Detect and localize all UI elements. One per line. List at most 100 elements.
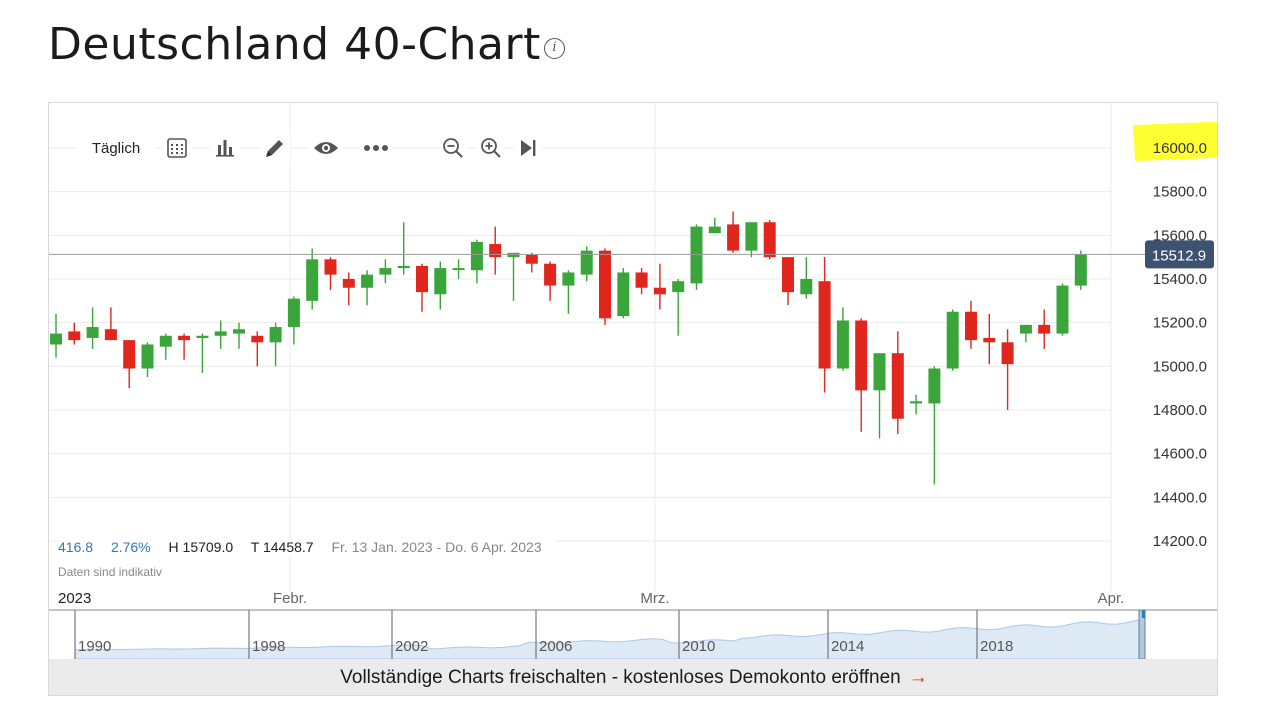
navigator-year-label: 2014: [831, 638, 864, 655]
more-icon[interactable]: [360, 131, 392, 165]
candle-body: [104, 329, 117, 341]
candle-body: [507, 252, 520, 258]
pencil-icon[interactable]: [260, 131, 290, 165]
y-tick-label: 15600.0: [1153, 227, 1207, 244]
candle-body: [233, 329, 245, 334]
candle-body: [599, 250, 611, 319]
candle-body: [617, 272, 630, 317]
candle-body: [818, 281, 831, 369]
candle-body: [324, 259, 337, 275]
candle-body: [855, 320, 868, 391]
period-label: Täglich: [91, 139, 141, 157]
candle-body: [452, 268, 465, 271]
navigator-year-label: 2010: [682, 638, 715, 655]
navigator-year-label: 1998: [252, 638, 285, 655]
info-icon[interactable]: i: [544, 38, 565, 59]
candle-body: [68, 331, 81, 341]
candle-body: [1019, 324, 1032, 334]
highlight-marker: [1133, 121, 1217, 161]
y-tick-label: 14800.0: [1153, 402, 1207, 419]
candle-body: [708, 226, 721, 234]
candle-body: [269, 327, 282, 343]
y-tick-label: 14200.0: [1153, 533, 1207, 550]
candle-body: [763, 222, 776, 258]
y-tick-label: 15200.0: [1153, 315, 1207, 332]
candle-body: [653, 287, 666, 295]
x-axis-label: Febr.: [273, 590, 307, 607]
candlestick-chart[interactable]: 16000.0 15800.0 15600.0 15400.0 15200.0 15000…: [49, 103, 1218, 659]
candle-body: [672, 281, 685, 293]
candle-body: [635, 272, 648, 288]
candle-body: [745, 222, 758, 251]
candle-body: [873, 353, 886, 391]
candle-body: [562, 272, 575, 286]
candle-body: [214, 331, 227, 336]
candle-body: [50, 333, 62, 345]
candle-body: [196, 335, 209, 338]
candle-body: [397, 265, 410, 269]
chart-container[interactable]: 16000.0 15800.0 15600.0 15400.0 15200.0 15000…: [48, 102, 1218, 696]
candle-body: [1038, 324, 1051, 334]
candle-body: [379, 268, 392, 275]
candle-body: [489, 244, 502, 258]
candle-body: [1001, 342, 1014, 365]
chart-stats: 416.8 2.76% H 15709.0 T 14458.7 Fr. 13 J…: [58, 539, 556, 555]
candle-body: [983, 337, 996, 343]
change-percent: 2.76%: [110, 539, 151, 555]
candle-body: [928, 368, 941, 404]
current-price-label: 15512.9: [1152, 247, 1206, 264]
candle-body: [727, 224, 740, 251]
candle-body: [342, 279, 355, 288]
navigator-handle-grip: [1142, 610, 1145, 618]
candle-body: [251, 335, 264, 343]
candle-body: [1074, 254, 1087, 286]
candle-body: [891, 353, 904, 419]
skip-to-end-icon[interactable]: [514, 131, 542, 165]
candle-body: [690, 226, 703, 284]
candle-body: [782, 257, 794, 293]
candle-body: [416, 265, 428, 293]
candle-body: [1056, 285, 1069, 334]
calendar-icon[interactable]: [162, 131, 192, 165]
candle-body: [946, 311, 959, 369]
candle-body: [525, 254, 538, 264]
candle-body: [800, 279, 813, 295]
candle-body: [910, 401, 923, 404]
x-axis-label: 2023: [58, 590, 91, 607]
candle-body: [178, 335, 191, 341]
y-tick-label: 14400.0: [1153, 489, 1207, 506]
cta-banner[interactable]: Vollständige Charts freischalten - koste…: [49, 659, 1217, 695]
bar-chart-icon[interactable]: [210, 131, 240, 165]
y-tick-label: 16000.0: [1153, 140, 1207, 157]
candle-body: [86, 327, 99, 338]
candle-body: [159, 335, 172, 347]
candle-body: [123, 340, 136, 369]
low-value: T 14458.7: [250, 539, 314, 555]
candle-body: [287, 298, 300, 328]
period-selector[interactable]: Täglich: [78, 131, 154, 165]
navigator-year-label: 2006: [539, 638, 572, 655]
eye-icon[interactable]: [310, 131, 342, 165]
candle-body: [306, 259, 319, 301]
zoom-in-icon[interactable]: [477, 131, 505, 165]
x-axis-label: Mrz.: [640, 590, 669, 607]
candle-body: [141, 344, 154, 369]
candle-body: [580, 250, 593, 275]
navigator-year-label: 2018: [980, 638, 1013, 655]
y-tick-label: 14600.0: [1153, 446, 1207, 463]
change-value: 416.8: [58, 539, 94, 555]
candle-body: [965, 311, 977, 341]
navigator-year-label: 1990: [78, 638, 111, 655]
y-tick-label: 15400.0: [1153, 271, 1207, 288]
arrow-right-icon: →: [908, 667, 928, 688]
candle-body: [470, 241, 483, 271]
x-axis-label: Apr.: [1098, 590, 1125, 607]
cta-label: Vollständige Charts freischalten - koste…: [340, 667, 901, 688]
navigator-year-label: 2002: [395, 638, 428, 655]
high-value: H 15709.0: [168, 539, 234, 555]
candle-body: [361, 274, 374, 288]
zoom-out-icon[interactable]: [439, 131, 467, 165]
page-title: Deutschland 40-Chart: [48, 19, 541, 70]
indicative-note: Daten sind indikativ: [58, 565, 163, 579]
chart-toolbar: Täglich: [78, 131, 578, 165]
